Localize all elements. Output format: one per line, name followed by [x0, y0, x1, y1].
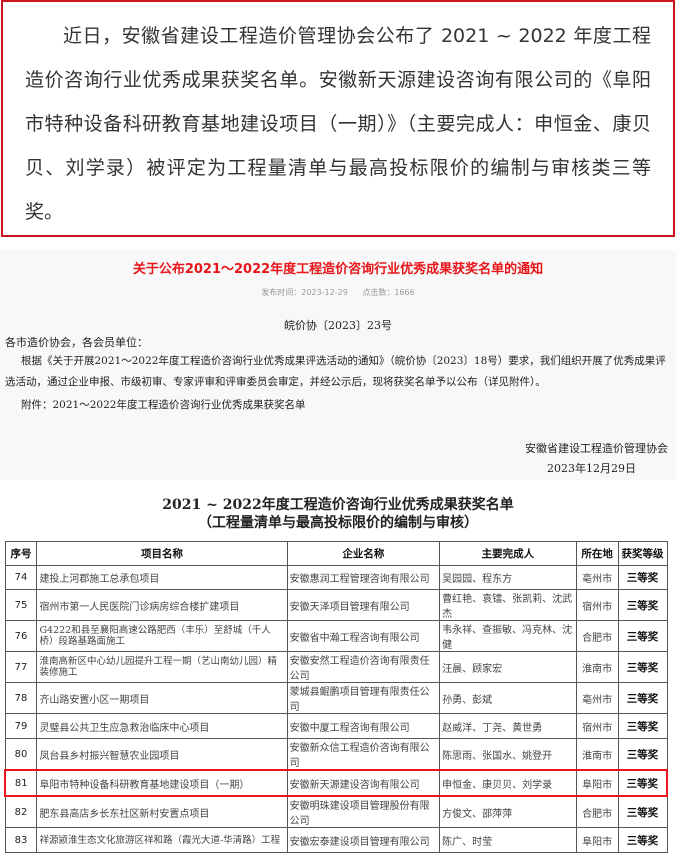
cell-award: 三等奖: [617, 620, 668, 652]
column-header: 项目名称: [36, 541, 288, 566]
cell-seq: 77: [4, 651, 38, 683]
cell-persons: 汪晨、顾家宏: [439, 651, 577, 683]
cell-project: 阜阳市特种设备科研教育基地建设项目（一期）: [36, 769, 288, 797]
cell-award: 三等奖: [617, 682, 668, 714]
table-row: 78 齐山路安置小区一期项目 蒙城县鲲鹏项目管理有限责任公司 孙勇、彭斌 亳州市 三等奖: [4, 682, 668, 714]
cell-location: 淮南市: [575, 738, 619, 771]
column-header: 序号: [4, 541, 38, 566]
cell-persons: 孙勇、彭斌: [439, 682, 577, 714]
cell-award: 三等奖: [617, 738, 668, 771]
table-row: 80 凤台县乡村振兴智慧农业园项目 安徽新众信工程造价咨询有限公司 陈思雨、张国水、姚…: [4, 738, 668, 771]
cell-seq: 83: [4, 827, 38, 853]
click-count: 点击数：1666: [362, 288, 415, 297]
table-row: 75 宿州市第一人民医院门诊病房综合楼扩建项目 安徽天泽项目管理有限公司 曹红艳、袁镭…: [4, 589, 668, 621]
table-title-block: 2021 ~ 2022年度工程造价咨询行业优秀成果获奖名单 （工程量清单与最高投…: [0, 496, 676, 532]
cell-project: 建投上河郡施工总承包项目: [36, 565, 288, 590]
intro-paragraph: 近日，安徽省建设工程造价管理协会公布了 2021 ~ 2022 年度工程造价咨询…: [1, 0, 675, 237]
cell-seq: 78: [4, 682, 38, 714]
cell-persons: 赵威洋、丁尧、黄世勇: [439, 713, 577, 739]
cell-award: 三等奖: [617, 651, 668, 683]
cell-persons: 陈广、时莹: [439, 827, 577, 853]
cell-seq: 79: [4, 713, 38, 739]
cell-company: 安徽宏泰建设项目管理有限公司: [286, 827, 441, 853]
cell-company: 安徽中厦工程咨询有限公司: [286, 713, 441, 739]
award-table: 序号 项目名称 企业名称 主要完成人 所在地 获奖等级 74 建投上河郡施工总承包项目 安徽惠…: [4, 541, 668, 853]
cell-company: 蒙城县鲲鹏项目管理有限责任公司: [286, 682, 441, 714]
issuing-org: 安徽省建设工程造价管理协会: [525, 442, 668, 455]
table-row: 76 G4222和县至襄阳高速公路肥西（丰乐）至舒城（千人桥）段路基路面施工 安徽省…: [4, 620, 668, 652]
table-row: 74 建投上河郡施工总承包项目 安徽惠润工程管理咨询有限公司 吴园园、程东方 亳州市 三等…: [4, 565, 668, 590]
column-header: 企业名称: [286, 541, 441, 566]
cell-company: 安徽安然工程造价咨询有限责任公司: [286, 651, 441, 683]
cell-seq: 76: [4, 620, 38, 652]
cell-project: G4222和县至襄阳高速公路肥西（丰乐）至舒城（千人桥）段路基路面施工: [36, 620, 288, 652]
cell-project: 灵璧县公共卫生应急救治临床中心项目: [36, 713, 288, 739]
issue-date: 2023年12月29日: [547, 462, 636, 475]
table-row: 83 祥源颍淮生态文化旅游区祥和路（霞光大道-华清路）工程 安徽宏泰建设项目管理有限…: [4, 827, 668, 853]
cell-company: 安徽省中瀚工程咨询有限公司: [286, 620, 441, 652]
cell-seq: 81: [4, 769, 38, 797]
cell-company: 安徽天泽项目管理有限公司: [286, 589, 441, 621]
cell-company: 安徽新天源建设咨询有限公司: [286, 769, 441, 797]
cell-location: 亳州市: [575, 565, 619, 590]
cell-company: 安徽新众信工程造价咨询有限公司: [286, 738, 441, 771]
cell-location: 宿州市: [575, 713, 619, 739]
cell-project: 淮南高新区中心幼儿园提升工程一期（艺山南幼儿园）精装修施工: [36, 651, 288, 683]
cell-persons: 陈思雨、张国水、姚登开: [439, 738, 577, 771]
notice-title: 关于公布2021～2022年度工程造价咨询行业优秀成果获奖名单的通知: [132, 262, 544, 277]
cell-location: 阜阳市: [575, 827, 619, 853]
cell-award: 三等奖: [617, 827, 668, 853]
table-row: 77 淮南高新区中心幼儿园提升工程一期（艺山南幼儿园）精装修施工 安徽安然工程造价咨…: [4, 651, 668, 683]
attachment-line: 附件：2021～2022年度工程造价咨询行业优秀成果获奖名单: [21, 399, 306, 411]
table-row: 79 灵璧县公共卫生应急救治临床中心项目 安徽中厦工程咨询有限公司 赵威洋、丁尧、黄世…: [4, 713, 668, 739]
cell-location: 合肥市: [575, 620, 619, 652]
column-header: 所在地: [575, 541, 619, 566]
cell-location: 宿州市: [575, 589, 619, 621]
table-subtitle: （工程量清单与最高投标限价的编制与审核）: [198, 515, 478, 531]
cell-location: 亳州市: [575, 682, 619, 714]
cell-project: 齐山路安置小区一期项目: [36, 682, 288, 714]
table-title: 2021 ~ 2022年度工程造价咨询行业优秀成果获奖名单: [162, 497, 514, 513]
table-row: 81 阜阳市特种设备科研教育基地建设项目（一期） 安徽新天源建设咨询有限公司 申恒金、…: [4, 769, 668, 797]
column-header: 主要完成人: [439, 541, 577, 566]
cell-seq: 75: [4, 589, 38, 621]
notice-body: 根据《关于开展2021～2022年度工程造价咨询行业优秀成果评选活动的通知》（皖…: [5, 355, 666, 388]
cell-persons: 吴园园、程东方: [439, 565, 577, 590]
greeting: 各市造价协会，各会员单位：: [5, 336, 148, 349]
cell-award: 三等奖: [617, 565, 668, 590]
cell-location: 阜阳市: [575, 769, 619, 797]
cell-persons: 曹红艳、袁镭、张凯莉、沈武杰: [439, 589, 577, 621]
cell-award: 三等奖: [617, 713, 668, 739]
cell-seq: 80: [4, 738, 38, 771]
publish-time: 发布时间：2023-12-29: [261, 288, 348, 297]
cell-seq: 74: [4, 565, 38, 590]
cell-persons: 韦永祥、查振敏、冯克林、沈健: [439, 620, 577, 652]
cell-persons: 申恒金、康贝贝、刘学录: [439, 769, 577, 797]
cell-location: 淮南市: [575, 651, 619, 683]
notice-meta: 发布时间：2023-12-29 点击数：1666: [0, 287, 676, 298]
cell-award: 三等奖: [617, 769, 668, 797]
cell-project: 凤台县乡村振兴智慧农业园项目: [36, 738, 288, 771]
cell-project: 宿州市第一人民医院门诊病房综合楼扩建项目: [36, 589, 288, 621]
cell-project: 祥源颍淮生态文化旅游区祥和路（霞光大道-华清路）工程: [36, 827, 288, 853]
cell-award: 三等奖: [617, 589, 668, 621]
table-header-row: 序号 项目名称 企业名称 主要完成人 所在地 获奖等级: [4, 541, 668, 566]
cell-company: 安徽惠润工程管理咨询有限公司: [286, 565, 441, 590]
column-header: 获奖等级: [617, 541, 668, 566]
notice-screenshot: 关于公布2021～2022年度工程造价咨询行业优秀成果获奖名单的通知 发布时间：…: [0, 250, 676, 480]
document-number: 皖价协〔2023〕23号: [284, 319, 392, 332]
